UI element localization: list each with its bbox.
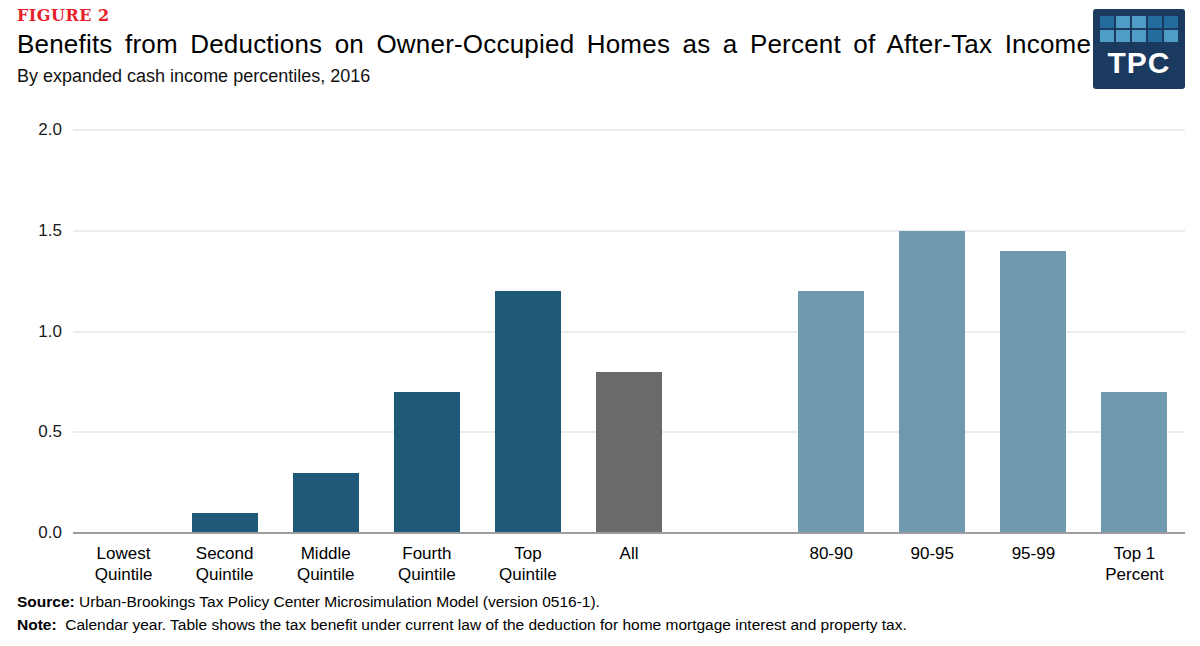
logo-tile [1148,16,1162,28]
bar-slot [882,130,983,533]
bar [1101,392,1167,533]
bar-slot [174,130,275,533]
bar-slot-spacer [680,130,781,533]
bar-slot [376,130,477,533]
y-tick-label: 2.0 [0,120,62,140]
logo-tile [1148,30,1162,42]
figure-header: FIGURE 2 Benefits from Deductions on Own… [17,6,1080,87]
footer-notes: Source: Urban-Brookings Tax Policy Cente… [17,590,1185,636]
bar-slot [275,130,376,533]
bar [394,392,460,533]
logo-tile [1164,30,1178,42]
bar-slot [578,130,679,533]
note-text: Calendar year. Table shows the tax benef… [61,616,907,633]
plot-area [73,130,1185,533]
bar [1000,251,1066,533]
bar [798,291,864,533]
bar [293,473,359,533]
logo-tile [1100,30,1114,42]
y-tick-label: 0.5 [0,422,62,442]
bar-slot [477,130,578,533]
logo-tile [1132,30,1146,42]
tpc-logo-text: TPC [1108,48,1171,78]
source-line: Source: Urban-Brookings Tax Policy Cente… [17,590,1185,613]
x-tick-label: Fourth Quintile [376,543,477,585]
bar-chart: 2.0 1.5 1.0 0.5 0.0 Lowest QuintileSecond Qu… [0,118,1200,590]
logo-tile [1132,16,1146,28]
x-tick-label: 90-95 [882,543,983,585]
note-label: Note: [17,616,57,633]
bar-slot [73,130,174,533]
x-tick-label: Top Quintile [477,543,578,585]
logo-tile [1100,16,1114,28]
bars-container [73,130,1185,533]
bar [192,513,258,533]
y-axis-labels: 2.01.51.00.50.0 [0,130,62,533]
x-tick-label: 95-99 [983,543,1084,585]
bar-slot [1084,130,1185,533]
page-title: Benefits from Deductions on Owner-Occupi… [17,29,1080,60]
tpc-logo-tiles [1100,16,1178,42]
source-label: Source: [17,593,75,610]
logo-tile [1116,30,1130,42]
logo-tile [1164,16,1178,28]
x-axis-labels: Lowest QuintileSecond QuintileMiddle Qui… [73,543,1185,585]
y-tick-label: 1.0 [0,322,62,342]
x-tick-label [680,543,781,585]
tpc-logo: TPC [1093,9,1185,89]
bar [899,231,965,533]
x-axis-line [73,532,1185,534]
bar [495,291,561,533]
x-tick-label: Top 1 Percent [1084,543,1185,585]
figure-label: FIGURE 2 [17,6,1080,25]
y-tick-label: 1.5 [0,221,62,241]
x-tick-label: Lowest Quintile [73,543,174,585]
y-tick-label: 0.0 [0,523,62,543]
x-tick-label: Middle Quintile [275,543,376,585]
logo-tile [1116,16,1130,28]
x-tick-label: Second Quintile [174,543,275,585]
bar-slot [781,130,882,533]
chart-subtitle: By expanded cash income percentiles, 201… [17,66,1080,87]
x-tick-label: 80-90 [781,543,882,585]
x-tick-label: All [578,543,679,585]
bar [596,372,662,533]
bar-slot [983,130,1084,533]
note-line: Note: Calendar year. Table shows the tax… [17,613,1185,636]
source-text: Urban-Brookings Tax Policy Center Micros… [75,593,600,610]
